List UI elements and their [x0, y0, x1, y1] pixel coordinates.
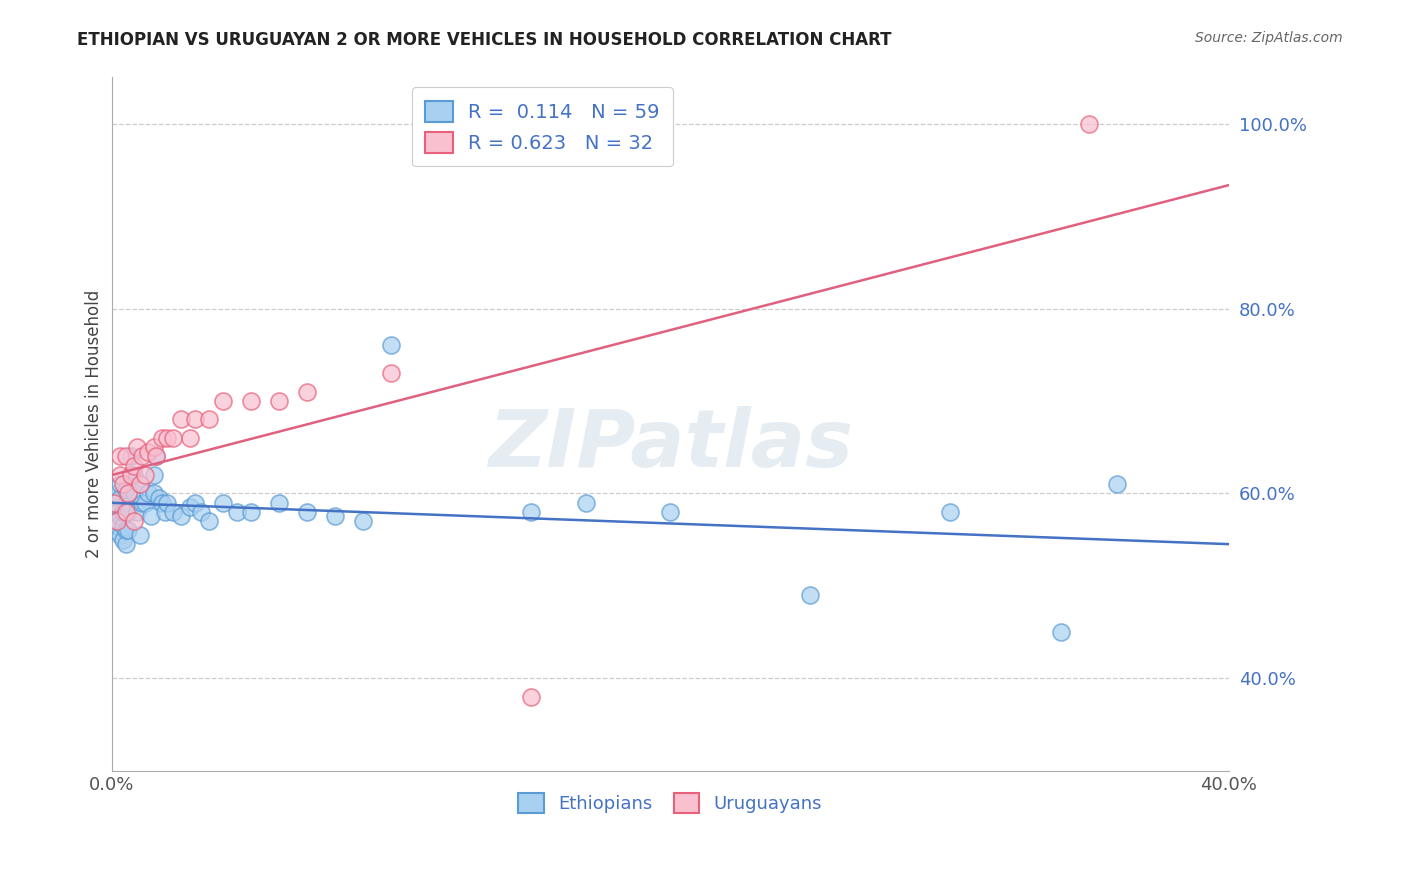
Point [103, 524, 125, 538]
Point [142, 486, 165, 500]
Point [575, 495, 598, 509]
Point [240, 505, 263, 519]
Text: ETHIOPIAN VS URUGUAYAN 2 OR MORE VEHICLES IN HOUSEHOLD CORRELATION CHART: ETHIOPIAN VS URUGUAYAN 2 OR MORE VEHICLE… [77, 31, 891, 49]
Point [190, 505, 212, 519]
Point [114, 524, 136, 538]
Point [120, 467, 142, 482]
Point [108, 477, 131, 491]
Point [136, 444, 159, 458]
Legend: Ethiopians, Uruguayans: Ethiopians, Uruguayans [508, 782, 832, 824]
Point [108, 491, 131, 505]
Point [170, 509, 193, 524]
Point [114, 495, 136, 509]
Point [111, 505, 134, 519]
Point [170, 412, 193, 426]
Point [519, 690, 541, 704]
Y-axis label: 2 or more Vehicles in Household: 2 or more Vehicles in Household [86, 290, 103, 558]
Point [105, 514, 128, 528]
Point [153, 505, 176, 519]
Point [108, 467, 131, 482]
Point [179, 500, 201, 515]
Point [136, 486, 159, 500]
Point [103, 509, 125, 524]
Point [131, 495, 153, 509]
Point [103, 495, 125, 509]
Point [240, 394, 263, 409]
Point [108, 509, 131, 524]
Point [108, 450, 131, 464]
Point [380, 366, 402, 380]
Point [128, 528, 150, 542]
Point [380, 338, 402, 352]
Point [226, 505, 249, 519]
Point [142, 440, 165, 454]
Point [1050, 625, 1073, 640]
Point [269, 495, 291, 509]
Point [105, 486, 128, 500]
Point [162, 505, 184, 519]
Point [134, 467, 156, 482]
Text: ZIPatlas: ZIPatlas [488, 406, 853, 483]
Point [120, 450, 142, 464]
Point [128, 477, 150, 491]
Point [122, 514, 145, 528]
Point [156, 431, 179, 445]
Point [212, 495, 235, 509]
Point [117, 524, 139, 538]
Point [162, 431, 184, 445]
Point [184, 412, 207, 426]
Point [184, 495, 207, 509]
Point [111, 477, 134, 491]
Point [198, 412, 221, 426]
Point [114, 450, 136, 464]
Point [269, 394, 291, 409]
Point [105, 514, 128, 528]
Point [128, 477, 150, 491]
Text: Source: ZipAtlas.com: Source: ZipAtlas.com [1195, 31, 1343, 45]
Point [122, 458, 145, 473]
Point [103, 495, 125, 509]
Point [105, 505, 128, 519]
Point [125, 440, 148, 454]
Point [659, 505, 682, 519]
Point [148, 491, 170, 505]
Point [938, 505, 960, 519]
Point [156, 495, 179, 509]
Point [117, 505, 139, 519]
Point [122, 486, 145, 500]
Point [799, 588, 821, 602]
Point [139, 509, 162, 524]
Point [111, 518, 134, 533]
Point [114, 537, 136, 551]
Point [352, 514, 374, 528]
Point [125, 505, 148, 519]
Point [150, 431, 173, 445]
Point [114, 482, 136, 496]
Point [198, 514, 221, 528]
Point [131, 450, 153, 464]
Point [114, 505, 136, 519]
Point [323, 509, 346, 524]
Point [105, 518, 128, 533]
Point [1107, 477, 1129, 491]
Point [519, 505, 541, 519]
Point [117, 486, 139, 500]
Point [134, 495, 156, 509]
Point [212, 394, 235, 409]
Point [142, 467, 165, 482]
Point [120, 467, 142, 482]
Point [295, 384, 318, 399]
Point [145, 450, 167, 464]
Point [1078, 117, 1101, 131]
Point [122, 467, 145, 482]
Point [111, 533, 134, 547]
Point [108, 528, 131, 542]
Point [295, 505, 318, 519]
Point [145, 450, 167, 464]
Point [150, 495, 173, 509]
Point [179, 431, 201, 445]
